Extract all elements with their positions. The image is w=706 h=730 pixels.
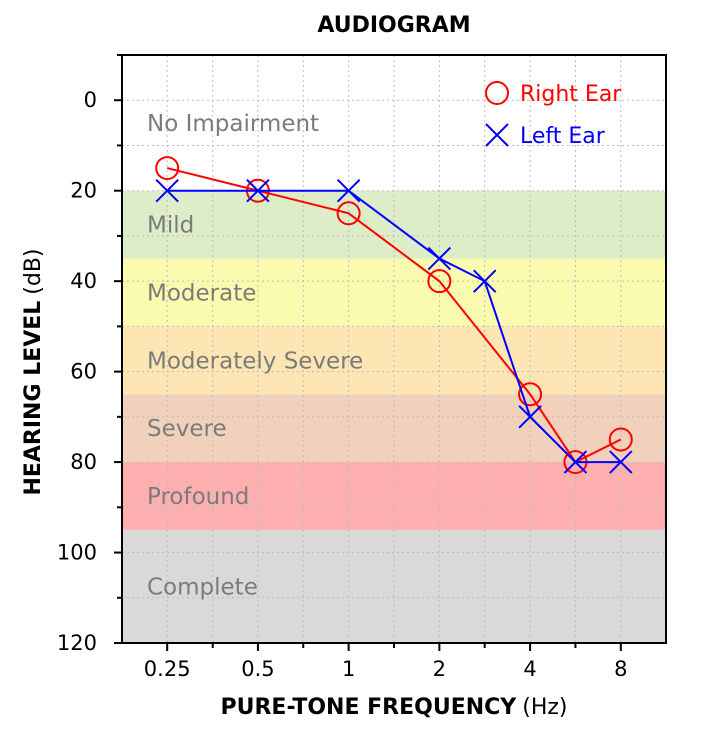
y-tick-label-2: 40 bbox=[70, 269, 97, 293]
y-axis-unit: (dB) bbox=[21, 248, 46, 294]
x-axis-unit: (Hz) bbox=[522, 695, 567, 720]
series-1-point-0 bbox=[155, 178, 179, 203]
y-tick-label-4: 80 bbox=[70, 450, 97, 474]
series-1-point-7-stroke-b bbox=[609, 450, 633, 474]
series-0-point-0 bbox=[155, 156, 180, 181]
series-1-point-4-stroke-b bbox=[472, 269, 497, 293]
band-label-6: Complete bbox=[147, 574, 258, 600]
band-label-2: Moderate bbox=[147, 280, 256, 306]
series-1-point-1-stroke-b bbox=[246, 178, 270, 203]
y-tick-label-6: 120 bbox=[57, 631, 97, 655]
series-0-point-3 bbox=[427, 269, 452, 294]
legend-marker-0 bbox=[485, 81, 509, 105]
x-tick-label-1: 0.5 bbox=[241, 657, 274, 681]
series-1-point-0-stroke-b bbox=[155, 178, 179, 203]
x-tick-label-5: 8 bbox=[614, 657, 627, 681]
series-1-point-2-stroke-b bbox=[336, 178, 361, 203]
y-tick-label-5: 100 bbox=[57, 541, 97, 565]
series-1-point-7 bbox=[609, 450, 633, 474]
series-1-point-3 bbox=[427, 246, 452, 271]
band-label-0: No Impairment bbox=[147, 111, 319, 137]
band-label-3: Moderately Severe bbox=[147, 348, 363, 374]
band-0 bbox=[122, 55, 666, 191]
band-label-1: Mild bbox=[147, 213, 194, 239]
series-0-point-4 bbox=[518, 382, 543, 407]
x-tick-label-4: 4 bbox=[523, 657, 536, 681]
series-0-point-6 bbox=[608, 427, 633, 452]
series-0-point-2 bbox=[336, 201, 361, 226]
y-tick-label-1: 20 bbox=[70, 179, 97, 203]
y-tick-label-3: 60 bbox=[70, 360, 97, 384]
series-1-point-5 bbox=[518, 405, 542, 429]
legend-marker-1 bbox=[485, 123, 509, 147]
band-labels: No Impairment Mild Moderate Moderately Seve… bbox=[147, 111, 363, 601]
y-axis-title: HEARING LEVEL bbox=[21, 301, 46, 496]
series-1-point-6-stroke-b bbox=[563, 450, 588, 474]
legend-label-0: Right Ear bbox=[520, 82, 622, 107]
series-1-point-1 bbox=[246, 178, 270, 203]
x-tick-label-0: 0.25 bbox=[144, 657, 191, 681]
x-tick-label-3: 2 bbox=[433, 657, 446, 681]
series-1-point-4 bbox=[472, 269, 497, 293]
series-1-point-6 bbox=[563, 450, 588, 474]
x-tick-label-2: 1 bbox=[342, 657, 355, 681]
x-axis-label: PURE-TONE FREQUENCY (Hz) bbox=[220, 695, 567, 720]
data-series bbox=[155, 156, 633, 475]
series-1-point-5-stroke-b bbox=[518, 405, 542, 429]
legend-marker-1-stroke-b bbox=[485, 123, 509, 147]
legend: Right Ear Left Ear bbox=[485, 81, 622, 149]
band-label-4: Severe bbox=[147, 416, 227, 442]
y-axis-label: HEARING LEVEL (dB) bbox=[21, 248, 46, 495]
legend-label-1: Left Ear bbox=[520, 124, 606, 149]
band-label-5: Profound bbox=[147, 484, 249, 510]
x-axis-title: PURE-TONE FREQUENCY bbox=[220, 695, 517, 720]
series-1-point-3-stroke-b bbox=[427, 246, 452, 271]
chart-title: AUDIOGRAM bbox=[317, 13, 470, 38]
y-tick-label-0: 0 bbox=[84, 88, 97, 112]
series-1-point-2 bbox=[336, 178, 361, 203]
